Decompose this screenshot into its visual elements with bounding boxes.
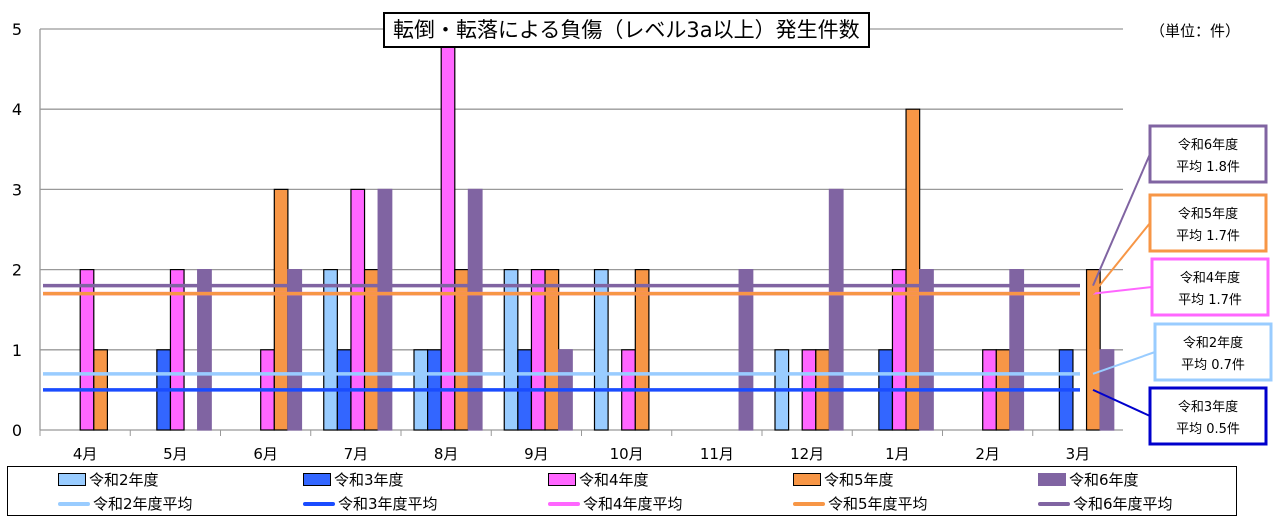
callout-text: 令和4年度 (1180, 270, 1240, 286)
legend-item: 令和5年度 (793, 469, 894, 490)
legend-swatch (548, 473, 576, 486)
legend-swatch (303, 473, 331, 486)
legend-label: 令和4年度 (579, 471, 649, 489)
bar-4-7月 (350, 188, 366, 431)
callout-pointer (1092, 286, 1153, 295)
x-tick-label: 7月 (344, 445, 369, 463)
x-tick-label: 2月 (975, 445, 1000, 463)
y-tick-label: 3 (12, 180, 22, 199)
legend-line (793, 501, 825, 506)
legend-swatch (793, 473, 821, 486)
callout-text: 平均 0.7件 (1181, 358, 1245, 373)
x-tick-label: 5月 (163, 445, 188, 463)
callout-box (1153, 322, 1273, 382)
legend-item: 令和3年度平均 (303, 493, 438, 514)
callout-text: 平均 0.5件 (1176, 422, 1240, 437)
x-tick-label: 10月 (610, 445, 644, 463)
legend-label: 令和2年度 (89, 471, 159, 489)
callout-box (1148, 386, 1268, 446)
legend-label: 令和6年度平均 (1073, 495, 1173, 513)
legend-line (303, 501, 335, 506)
x-tick-label: 9月 (524, 445, 549, 463)
callout-text: 令和3年度 (1178, 399, 1238, 415)
bar-5-1月 (905, 108, 921, 431)
bar-6-8月 (467, 188, 483, 431)
x-tick-label: 3月 (1066, 445, 1091, 463)
legend-line (58, 501, 90, 506)
x-tick-label: 11月 (700, 445, 734, 463)
callout-pointer (1092, 351, 1156, 375)
bar-5-6月 (273, 188, 289, 431)
y-tick-label: 2 (12, 261, 22, 280)
legend-item: 令和4年度 (548, 469, 649, 490)
callout-text: 平均 1.7件 (1176, 229, 1240, 244)
legend-label: 令和3年度平均 (338, 495, 438, 513)
bar-6-12月 (828, 188, 844, 431)
callout-text: 令和6年度 (1178, 137, 1238, 153)
bar-4-8月 (440, 28, 456, 431)
x-tick-label: 8月 (434, 445, 459, 463)
legend-item: 令和5年度平均 (793, 493, 928, 514)
legend-label: 令和5年度 (824, 471, 894, 489)
legend-label: 令和3年度 (334, 471, 404, 489)
callout-pointer (1092, 153, 1151, 287)
legend-swatch (1038, 473, 1066, 486)
y-tick-label: 4 (12, 100, 22, 119)
bar-6-3月 (1099, 349, 1115, 431)
legend-item: 令和2年度平均 (58, 493, 193, 514)
legend-swatch (58, 473, 86, 486)
legend-item: 令和4年度平均 (548, 493, 683, 514)
unit-label: （単位：件） (1150, 22, 1241, 40)
callout-text: 平均 1.7件 (1178, 293, 1242, 308)
legend-line (1038, 501, 1070, 506)
callout-text: 平均 1.8件 (1176, 160, 1240, 175)
chart-title: 転倒・転落による負傷（レベル3a以上）発生件数 (383, 12, 870, 48)
callout-box (1148, 193, 1268, 253)
x-tick-label: 12月 (790, 445, 824, 463)
y-tick-label: 5 (12, 20, 22, 39)
legend-item: 令和2年度 (58, 469, 159, 490)
legend: 令和2年度 令和3年度 令和4年度 令和5年度 令和6年度 令和2年度平均 令和… (7, 466, 1237, 516)
callout-pointer (1092, 388, 1151, 417)
bar-6-7月 (377, 188, 393, 431)
legend-line (548, 501, 580, 506)
callout-box (1148, 124, 1268, 184)
x-tick-label: 4月 (73, 445, 98, 463)
legend-item: 令和3年度 (303, 469, 404, 490)
y-tick-label: 0 (12, 421, 22, 440)
legend-item: 令和6年度 (1038, 469, 1139, 490)
callout-text: 令和5年度 (1178, 206, 1238, 222)
callout-pointer (1092, 222, 1151, 295)
x-tick-label: 1月 (885, 445, 910, 463)
legend-label: 令和4年度平均 (583, 495, 683, 513)
callout-box (1150, 257, 1270, 317)
legend-label: 令和2年度平均 (93, 495, 193, 513)
y-tick-label: 1 (12, 341, 22, 360)
legend-item: 令和6年度平均 (1038, 493, 1173, 514)
x-tick-label: 6月 (253, 445, 278, 463)
legend-label: 令和5年度平均 (828, 495, 928, 513)
legend-label: 令和6年度 (1069, 471, 1139, 489)
callout-text: 令和2年度 (1183, 335, 1243, 351)
